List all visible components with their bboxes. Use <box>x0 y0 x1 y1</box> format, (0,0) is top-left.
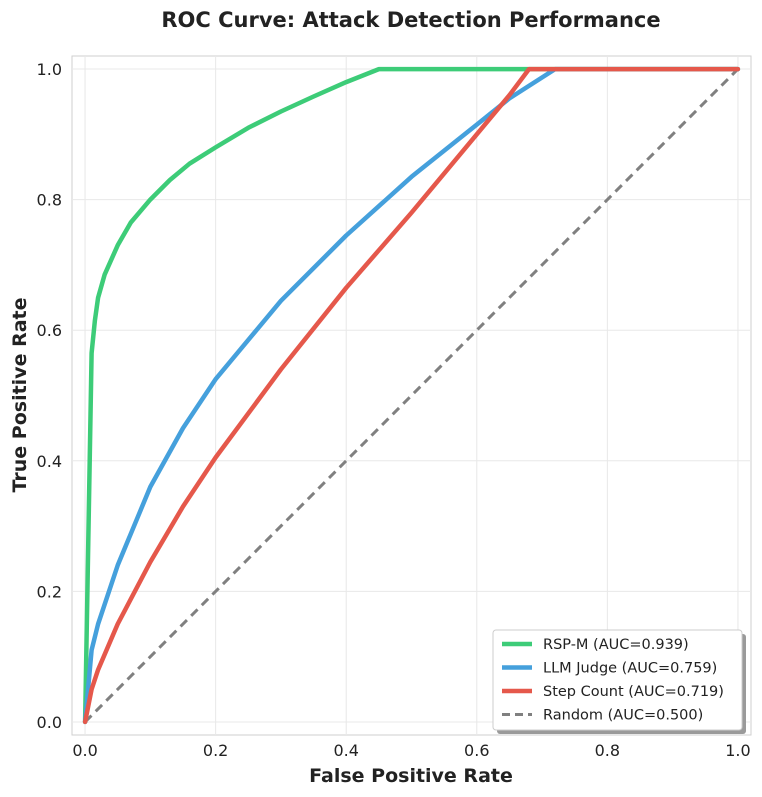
legend-label: Step Count (AUC=0.719) <box>543 684 724 700</box>
x-tick-label: 0.8 <box>595 741 620 760</box>
legend-label: Random (AUC=0.500) <box>543 708 703 724</box>
y-tick-label: 0.0 <box>37 713 62 732</box>
series-line-random <box>84 68 739 723</box>
chart-title: ROC Curve: Attack Detection Performance <box>161 8 660 32</box>
legend-box <box>492 629 743 731</box>
x-axis-ticks: 0.0 0.2 0.4 0.6 0.8 1.0 <box>72 741 750 760</box>
x-axis-label: False Positive Rate <box>309 765 513 787</box>
y-axis-label: True Positive Rate <box>9 298 31 493</box>
y-axis-ticks: 0.0 0.2 0.4 0.6 0.8 1.0 <box>37 60 62 732</box>
y-tick-label: 0.6 <box>37 321 62 340</box>
legend: RSP-M (AUC=0.939) LLM Judge (AUC=0.759) St… <box>492 629 746 734</box>
series-layer <box>82 66 741 725</box>
legend-label: LLM Judge (AUC=0.759) <box>543 661 717 677</box>
y-tick-label: 1.0 <box>37 60 62 79</box>
series-line-step-count <box>82 66 741 725</box>
series-line-rsp-m <box>82 66 741 725</box>
x-tick-label: 0.2 <box>203 741 228 760</box>
grid <box>72 56 751 735</box>
x-tick-label: 0.4 <box>333 741 358 760</box>
x-tick-label: 0.0 <box>72 741 97 760</box>
x-tick-label: 1.0 <box>725 741 750 760</box>
legend-label: RSP-M (AUC=0.939) <box>543 637 689 653</box>
x-tick-label: 0.6 <box>464 741 489 760</box>
legend-items: RSP-M (AUC=0.939) LLM Judge (AUC=0.759) St… <box>502 637 724 724</box>
y-tick-label: 0.8 <box>37 191 62 210</box>
y-tick-label: 0.4 <box>37 452 62 471</box>
y-tick-label: 0.2 <box>37 582 62 601</box>
